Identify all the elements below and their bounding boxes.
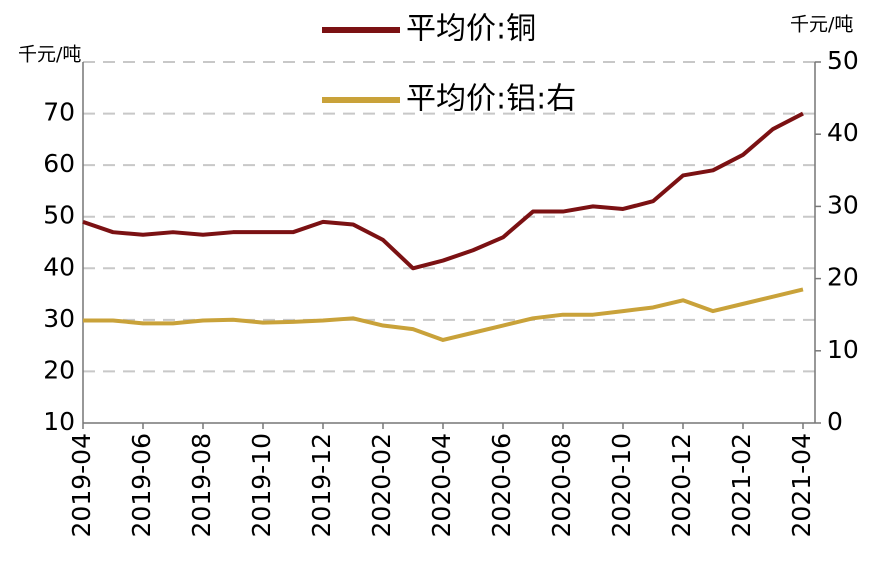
y2-tick-label: 30 — [827, 190, 859, 219]
x-tick-label: 2020-10 — [607, 433, 636, 537]
y-tick-label: 40 — [43, 252, 75, 281]
series-line — [82, 111, 804, 271]
legend-label: 平均价:铝:右 — [406, 82, 576, 117]
x-tick-label: 2019-04 — [67, 433, 96, 537]
y-tick-label: 50 — [43, 201, 75, 230]
y2-tick-label: 10 — [827, 335, 859, 364]
x-tick-label: 2020-06 — [487, 433, 516, 537]
y2-tick-label: 0 — [827, 407, 843, 436]
y-tick-label: 10 — [43, 407, 75, 436]
x-tick-label: 2020-02 — [367, 433, 396, 537]
x-tick-label: 2019-10 — [247, 433, 276, 537]
y2-axis-unit: 千元/吨 — [790, 14, 853, 36]
x-tick-label: 2020-08 — [547, 433, 576, 537]
y-tick-label: 30 — [43, 304, 75, 333]
x-tick-label: 2019-08 — [187, 433, 216, 537]
x-tick-label: 2021-04 — [787, 433, 816, 537]
y2-tick-label: 50 — [827, 46, 859, 75]
y-axis-unit: 千元/吨 — [18, 44, 81, 66]
x-tick-label: 2020-12 — [667, 433, 696, 537]
y2-tick-label: 40 — [827, 118, 859, 147]
y-tick-label: 60 — [43, 149, 75, 178]
x-tick-label: 2019-12 — [307, 433, 336, 537]
legend-label: 平均价:铜 — [406, 12, 536, 47]
series-line — [83, 287, 804, 342]
y-tick-label: 20 — [43, 355, 75, 384]
y2-tick-label: 20 — [827, 263, 859, 292]
x-tick-label: 2021-02 — [727, 433, 756, 537]
y-tick-label: 70 — [43, 98, 75, 127]
x-tick-label: 2020-04 — [427, 433, 456, 537]
x-tick-label: 2019-06 — [127, 433, 156, 537]
